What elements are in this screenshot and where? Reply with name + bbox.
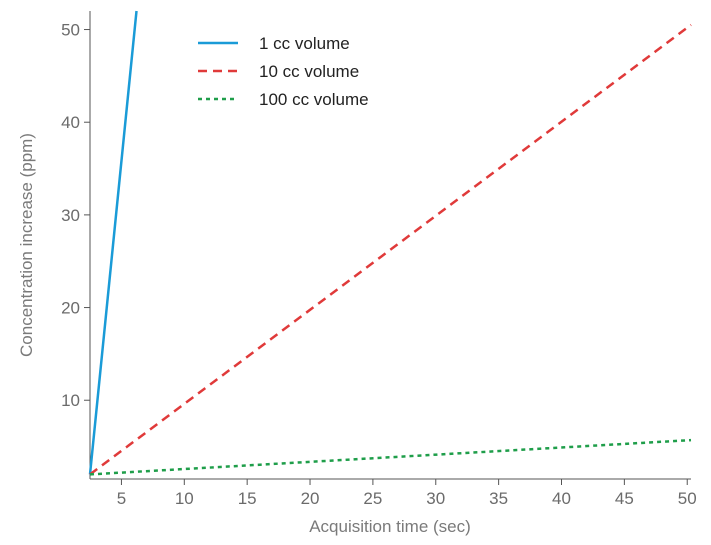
series-line-1 [88,10,138,475]
x-tick-label: 50 [678,489,697,508]
legend: 1 cc volume 10 cc volume 100 cc volume [198,34,369,109]
series-layer [88,10,692,476]
x-tick-label: 30 [426,489,445,508]
x-axis-title: Acquisition time (sec) [309,517,471,536]
x-tick-label: 20 [301,489,320,508]
x-tick-label: 35 [489,489,508,508]
x-tick-label: 10 [175,489,194,508]
x-ticks: 5 10 15 20 25 30 35 40 45 50 [117,479,697,508]
y-axis-title: Concentration increase (ppm) [17,133,36,357]
x-tick-label: 5 [117,489,126,508]
legend-label-2: 10 cc volume [259,62,359,81]
series-line-2 [89,23,692,476]
x-tick-label: 25 [363,489,382,508]
y-tick-label: 10 [61,391,80,410]
x-tick-label: 15 [238,489,257,508]
x-tick-label: 45 [615,489,634,508]
y-tick-label: 30 [61,206,80,225]
y-tick-label: 20 [61,299,80,318]
legend-label-1: 1 cc volume [259,34,350,53]
y-tick-label: 50 [61,21,80,40]
x-tick-label: 40 [552,489,571,508]
axes [89,11,691,480]
series-line-3 [89,438,692,476]
y-ticks: 10 20 30 40 50 [61,21,90,410]
legend-label-3: 100 cc volume [259,90,369,109]
y-tick-label: 40 [61,113,80,132]
